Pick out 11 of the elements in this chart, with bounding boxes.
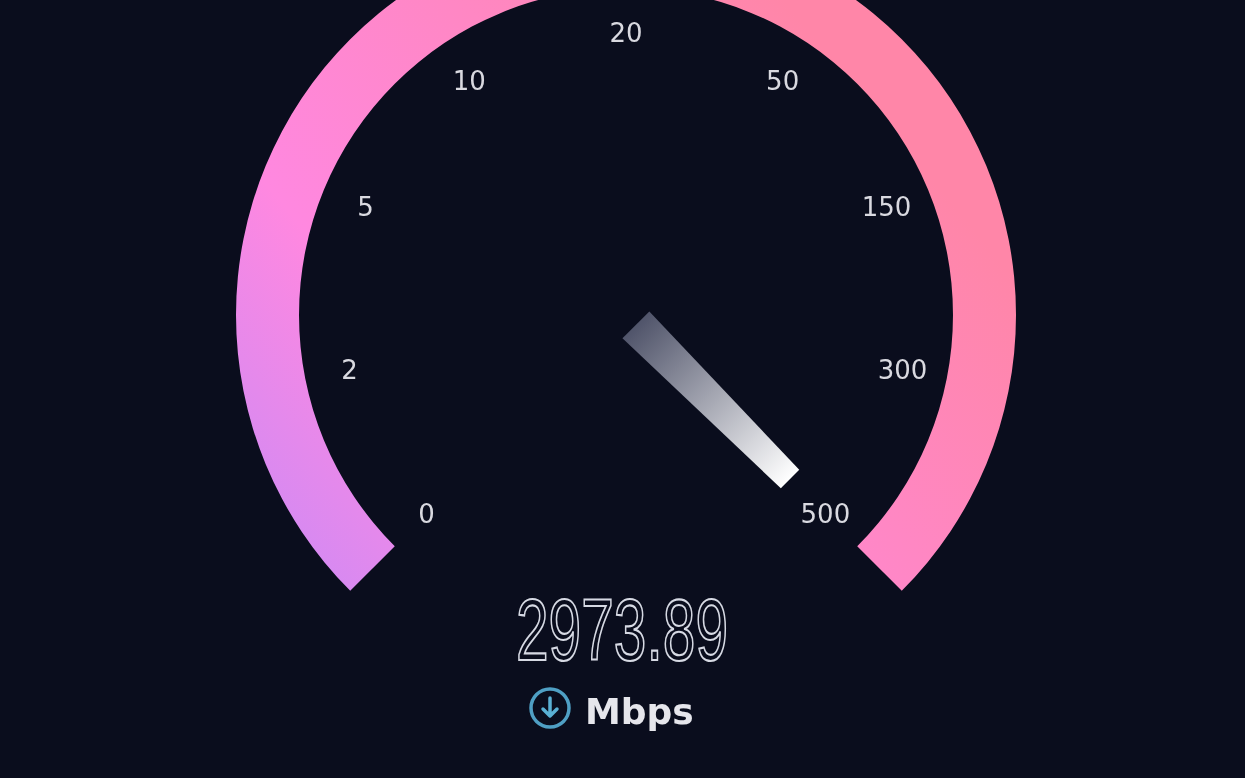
data-label: 2973.89	[516, 580, 835, 679]
category-label: 10	[452, 65, 486, 96]
category-label: 5	[357, 192, 374, 223]
category-label: 2	[341, 355, 358, 386]
category-label: 50	[766, 65, 800, 96]
category-label: 150	[861, 192, 912, 223]
category-label: 300	[877, 355, 928, 386]
text: Mbps	[585, 691, 694, 732]
category-label: 20	[609, 18, 643, 48]
category-label: 0	[418, 499, 435, 530]
category-label: 500	[800, 499, 851, 530]
